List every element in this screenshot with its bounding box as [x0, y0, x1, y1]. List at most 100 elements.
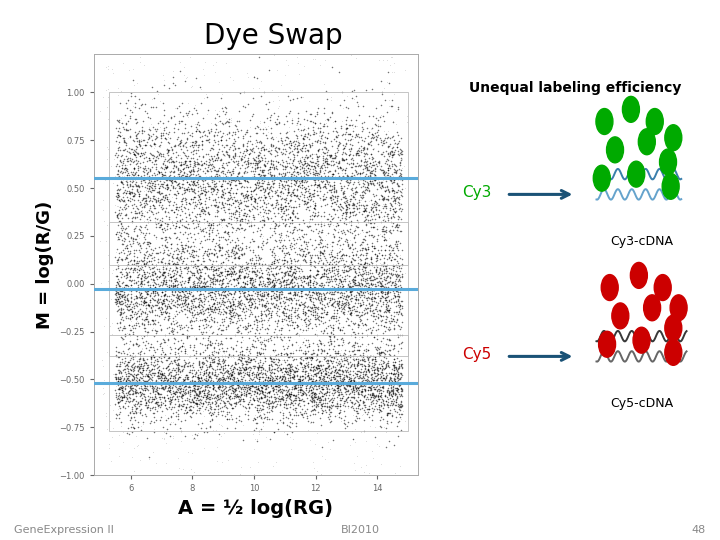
- Point: [274, 183, 285, 192]
- Point: [203, 155, 215, 164]
- Point: [156, 358, 168, 367]
- Point: [196, 315, 207, 324]
- Point: [196, 410, 207, 418]
- Point: [192, 389, 203, 398]
- Point: [308, 382, 320, 391]
- Point: [351, 159, 363, 167]
- Point: [361, 166, 373, 175]
- Point: [364, 174, 376, 183]
- Point: [140, 186, 151, 194]
- Point: [144, 282, 156, 291]
- Point: [142, 364, 153, 373]
- Point: [158, 268, 170, 276]
- Point: [117, 299, 129, 307]
- Point: [140, 190, 152, 199]
- Point: [395, 415, 407, 423]
- Point: [247, 260, 258, 269]
- Point: [130, 284, 141, 293]
- Point: [326, 288, 338, 296]
- Point: [331, 254, 343, 263]
- Point: [299, 301, 310, 309]
- Point: [269, 259, 280, 268]
- Point: [161, 157, 173, 165]
- Point: [177, 165, 189, 174]
- Point: [140, 397, 152, 406]
- Point: [243, 100, 254, 109]
- Point: [263, 289, 274, 298]
- Point: [163, 182, 174, 191]
- Point: [146, 95, 158, 104]
- Point: [222, 261, 234, 269]
- Point: [228, 290, 240, 299]
- Point: [377, 406, 388, 415]
- Point: [218, 373, 230, 382]
- Point: [160, 376, 171, 384]
- Point: [271, 198, 283, 206]
- Point: [299, 379, 310, 387]
- Point: [321, 215, 333, 224]
- Point: [222, 287, 234, 295]
- Point: [171, 408, 182, 417]
- Point: [315, 247, 326, 256]
- Point: [338, 144, 350, 152]
- Point: [212, 202, 224, 211]
- Point: [128, 370, 140, 379]
- Point: [384, 173, 395, 181]
- Point: [117, 131, 128, 140]
- Point: [345, 291, 356, 299]
- Point: [215, 192, 227, 201]
- Point: [243, 352, 254, 361]
- Point: [297, 355, 308, 364]
- Point: [118, 135, 130, 144]
- Point: [361, 246, 372, 254]
- Point: [253, 138, 265, 146]
- Point: [335, 289, 346, 298]
- Point: [233, 392, 244, 400]
- Point: [225, 379, 237, 388]
- Point: [210, 286, 221, 295]
- Point: [389, 312, 400, 320]
- Point: [273, 376, 284, 385]
- Point: [327, 221, 338, 230]
- Point: [276, 211, 287, 220]
- Point: [348, 355, 360, 364]
- Point: [167, 201, 179, 210]
- Point: [167, 381, 179, 390]
- Point: [195, 189, 207, 198]
- Point: [127, 395, 139, 403]
- Point: [310, 307, 321, 315]
- Point: [233, 172, 244, 181]
- Point: [302, 362, 313, 370]
- Point: [120, 377, 132, 386]
- Point: [271, 289, 282, 298]
- Point: [355, 404, 366, 413]
- Point: [161, 294, 172, 303]
- Point: [286, 176, 297, 185]
- Point: [262, 373, 274, 382]
- Point: [105, 295, 117, 304]
- Point: [267, 160, 279, 169]
- Point: [122, 402, 133, 410]
- Point: [145, 359, 157, 368]
- Point: [194, 208, 206, 217]
- Point: [220, 286, 231, 295]
- Point: [345, 377, 356, 386]
- Point: [237, 267, 248, 276]
- Point: [199, 197, 211, 205]
- Point: [378, 212, 390, 220]
- Point: [186, 291, 198, 300]
- Point: [361, 279, 373, 287]
- Point: [310, 372, 322, 380]
- Point: [249, 382, 261, 391]
- Point: [275, 366, 287, 374]
- Point: [149, 381, 161, 390]
- Point: [387, 387, 398, 396]
- Point: [163, 336, 174, 345]
- Point: [148, 281, 159, 289]
- Point: [246, 355, 257, 363]
- Point: [280, 178, 292, 187]
- Point: [384, 378, 395, 387]
- Point: [187, 382, 199, 391]
- Point: [165, 320, 176, 328]
- Point: [295, 289, 307, 298]
